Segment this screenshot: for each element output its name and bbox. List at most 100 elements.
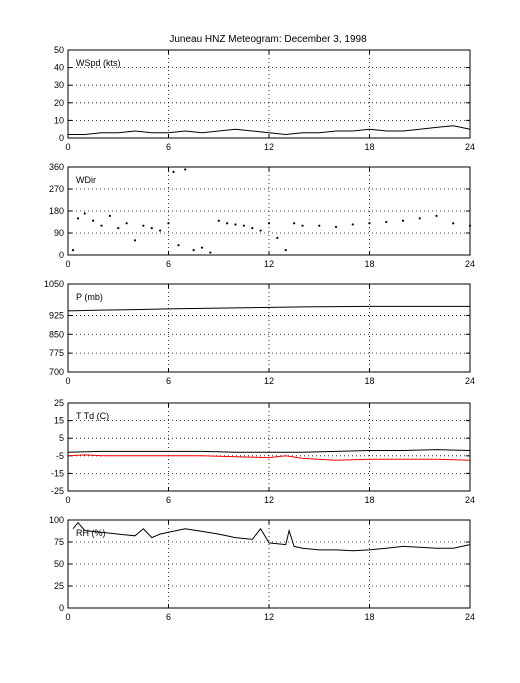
- wdir-point: [251, 227, 254, 230]
- wdir-point: [401, 219, 405, 222]
- wdir-point: [234, 223, 237, 226]
- y-tick-label: 270: [49, 184, 64, 194]
- y-tick-label: -25: [51, 486, 64, 496]
- wdir-point: [76, 217, 80, 220]
- x-tick-label: 24: [465, 376, 475, 386]
- wdir-frame: [67, 166, 471, 256]
- x-tick-label: 6: [166, 259, 171, 269]
- y-tick-label: 10: [54, 115, 64, 125]
- wdir-point: [100, 224, 103, 227]
- x-tick-label: 18: [364, 495, 374, 505]
- temp-dewpoint-frame: [67, 402, 471, 492]
- x-tick-label: 12: [264, 259, 274, 269]
- rh-panel: 0 25 50 75 100 0 6 12 18 24 RH (%): [49, 515, 475, 622]
- x-tick-label: 0: [65, 259, 70, 269]
- wdir-point: [108, 214, 111, 217]
- x-tick-label: 12: [264, 495, 274, 505]
- wdir-point: [92, 219, 95, 222]
- x-tick-label: 0: [65, 612, 70, 622]
- wdir-point: [284, 249, 287, 252]
- x-tick-label: 24: [465, 495, 475, 505]
- wdir-label: WDir: [76, 175, 96, 185]
- wdir-point: [142, 224, 145, 227]
- wdir-point: [226, 222, 229, 225]
- y-tick-label: 50: [54, 559, 64, 569]
- pressure-series-line-0: [67, 305, 470, 312]
- x-tick-label: 24: [465, 142, 475, 152]
- wspd-frame: [67, 49, 471, 139]
- wdir-point: [133, 239, 137, 242]
- wdir-point: [368, 222, 371, 225]
- y-tick-label: 30: [54, 80, 64, 90]
- y-tick-label: 25: [54, 398, 64, 408]
- wdir-point: [242, 224, 245, 227]
- temp-dewpoint-label: T Td (C): [76, 411, 109, 421]
- x-tick-label: 6: [166, 612, 171, 622]
- x-tick-label: 18: [364, 376, 374, 386]
- temp-dewpoint-panel: -25 -15 -5 5 15 25 0 6 12 18 24 T Td (C): [51, 398, 475, 505]
- y-tick-label: 360: [49, 162, 64, 172]
- wdir-point: [293, 222, 296, 225]
- wdir-point: [217, 219, 220, 222]
- pressure-frame: [67, 283, 471, 373]
- wdir-point: [418, 217, 421, 220]
- wdir-point: [167, 222, 170, 225]
- figure-title: Juneau HNZ Meteogram: December 3, 1998: [169, 34, 367, 45]
- y-tick-label: 850: [49, 329, 64, 339]
- x-tick-label: 24: [465, 612, 475, 622]
- wdir-point: [184, 168, 187, 171]
- y-tick-label: 0: [59, 133, 64, 143]
- wdir-point: [385, 220, 388, 224]
- y-tick-label: 25: [54, 581, 64, 591]
- y-tick-label: -5: [56, 451, 64, 461]
- y-tick-label: 15: [54, 416, 64, 426]
- wspd-panel: 0 10 20 30 40 50 0 6 12 18 24 WSpd (kts): [54, 45, 475, 152]
- y-tick-label: 90: [54, 228, 64, 238]
- wdir-point: [177, 244, 180, 247]
- wdir-point: [172, 170, 175, 173]
- y-tick-label: 0: [59, 603, 64, 613]
- y-tick-label: 50: [54, 45, 64, 55]
- wdir-point: [192, 249, 195, 252]
- y-tick-label: 5: [59, 433, 64, 443]
- y-tick-label: 100: [49, 515, 64, 525]
- pressure-panel: 700 775 850 925 1050 0 6 12 18 24 P (mb): [44, 279, 475, 386]
- wdir-point: [276, 236, 279, 239]
- wspd-series-line-0: [68, 125, 471, 136]
- y-tick-label: 700: [49, 367, 64, 377]
- wdir-point: [117, 227, 120, 230]
- y-tick-label: 925: [49, 310, 64, 320]
- wdir-point: [334, 225, 338, 228]
- y-tick-label: 180: [49, 206, 64, 216]
- rh-series-line-0: [72, 521, 471, 552]
- x-tick-label: 0: [65, 376, 70, 386]
- wdir-point: [125, 222, 128, 225]
- x-tick-label: 18: [364, 259, 374, 269]
- x-tick-label: 12: [264, 376, 274, 386]
- temp-dewpoint-series-line-0: [67, 449, 471, 453]
- wdir-point: [71, 249, 75, 252]
- wdir-point: [200, 246, 204, 249]
- x-tick-label: 6: [166, 376, 171, 386]
- wspd-label: WSpd (kts): [76, 58, 121, 68]
- wdir-point: [435, 214, 438, 217]
- x-tick-label: 12: [264, 142, 274, 152]
- temp-dewpoint-series-line-1: [67, 454, 471, 461]
- y-tick-label: 1050: [44, 279, 64, 289]
- rh-frame: [67, 519, 471, 609]
- wdir-point: [267, 222, 271, 225]
- wdir-point: [159, 229, 162, 232]
- x-tick-label: 0: [65, 142, 70, 152]
- wdir-point: [351, 223, 354, 226]
- x-tick-label: 24: [465, 259, 475, 269]
- x-tick-label: 6: [166, 495, 171, 505]
- y-tick-label: -15: [51, 468, 64, 478]
- x-tick-label: 12: [264, 612, 274, 622]
- wdir-point: [259, 229, 262, 232]
- y-tick-label: 20: [54, 98, 64, 108]
- wdir-point: [83, 212, 86, 215]
- wdir-point: [452, 222, 455, 225]
- pressure-label: P (mb): [76, 292, 103, 302]
